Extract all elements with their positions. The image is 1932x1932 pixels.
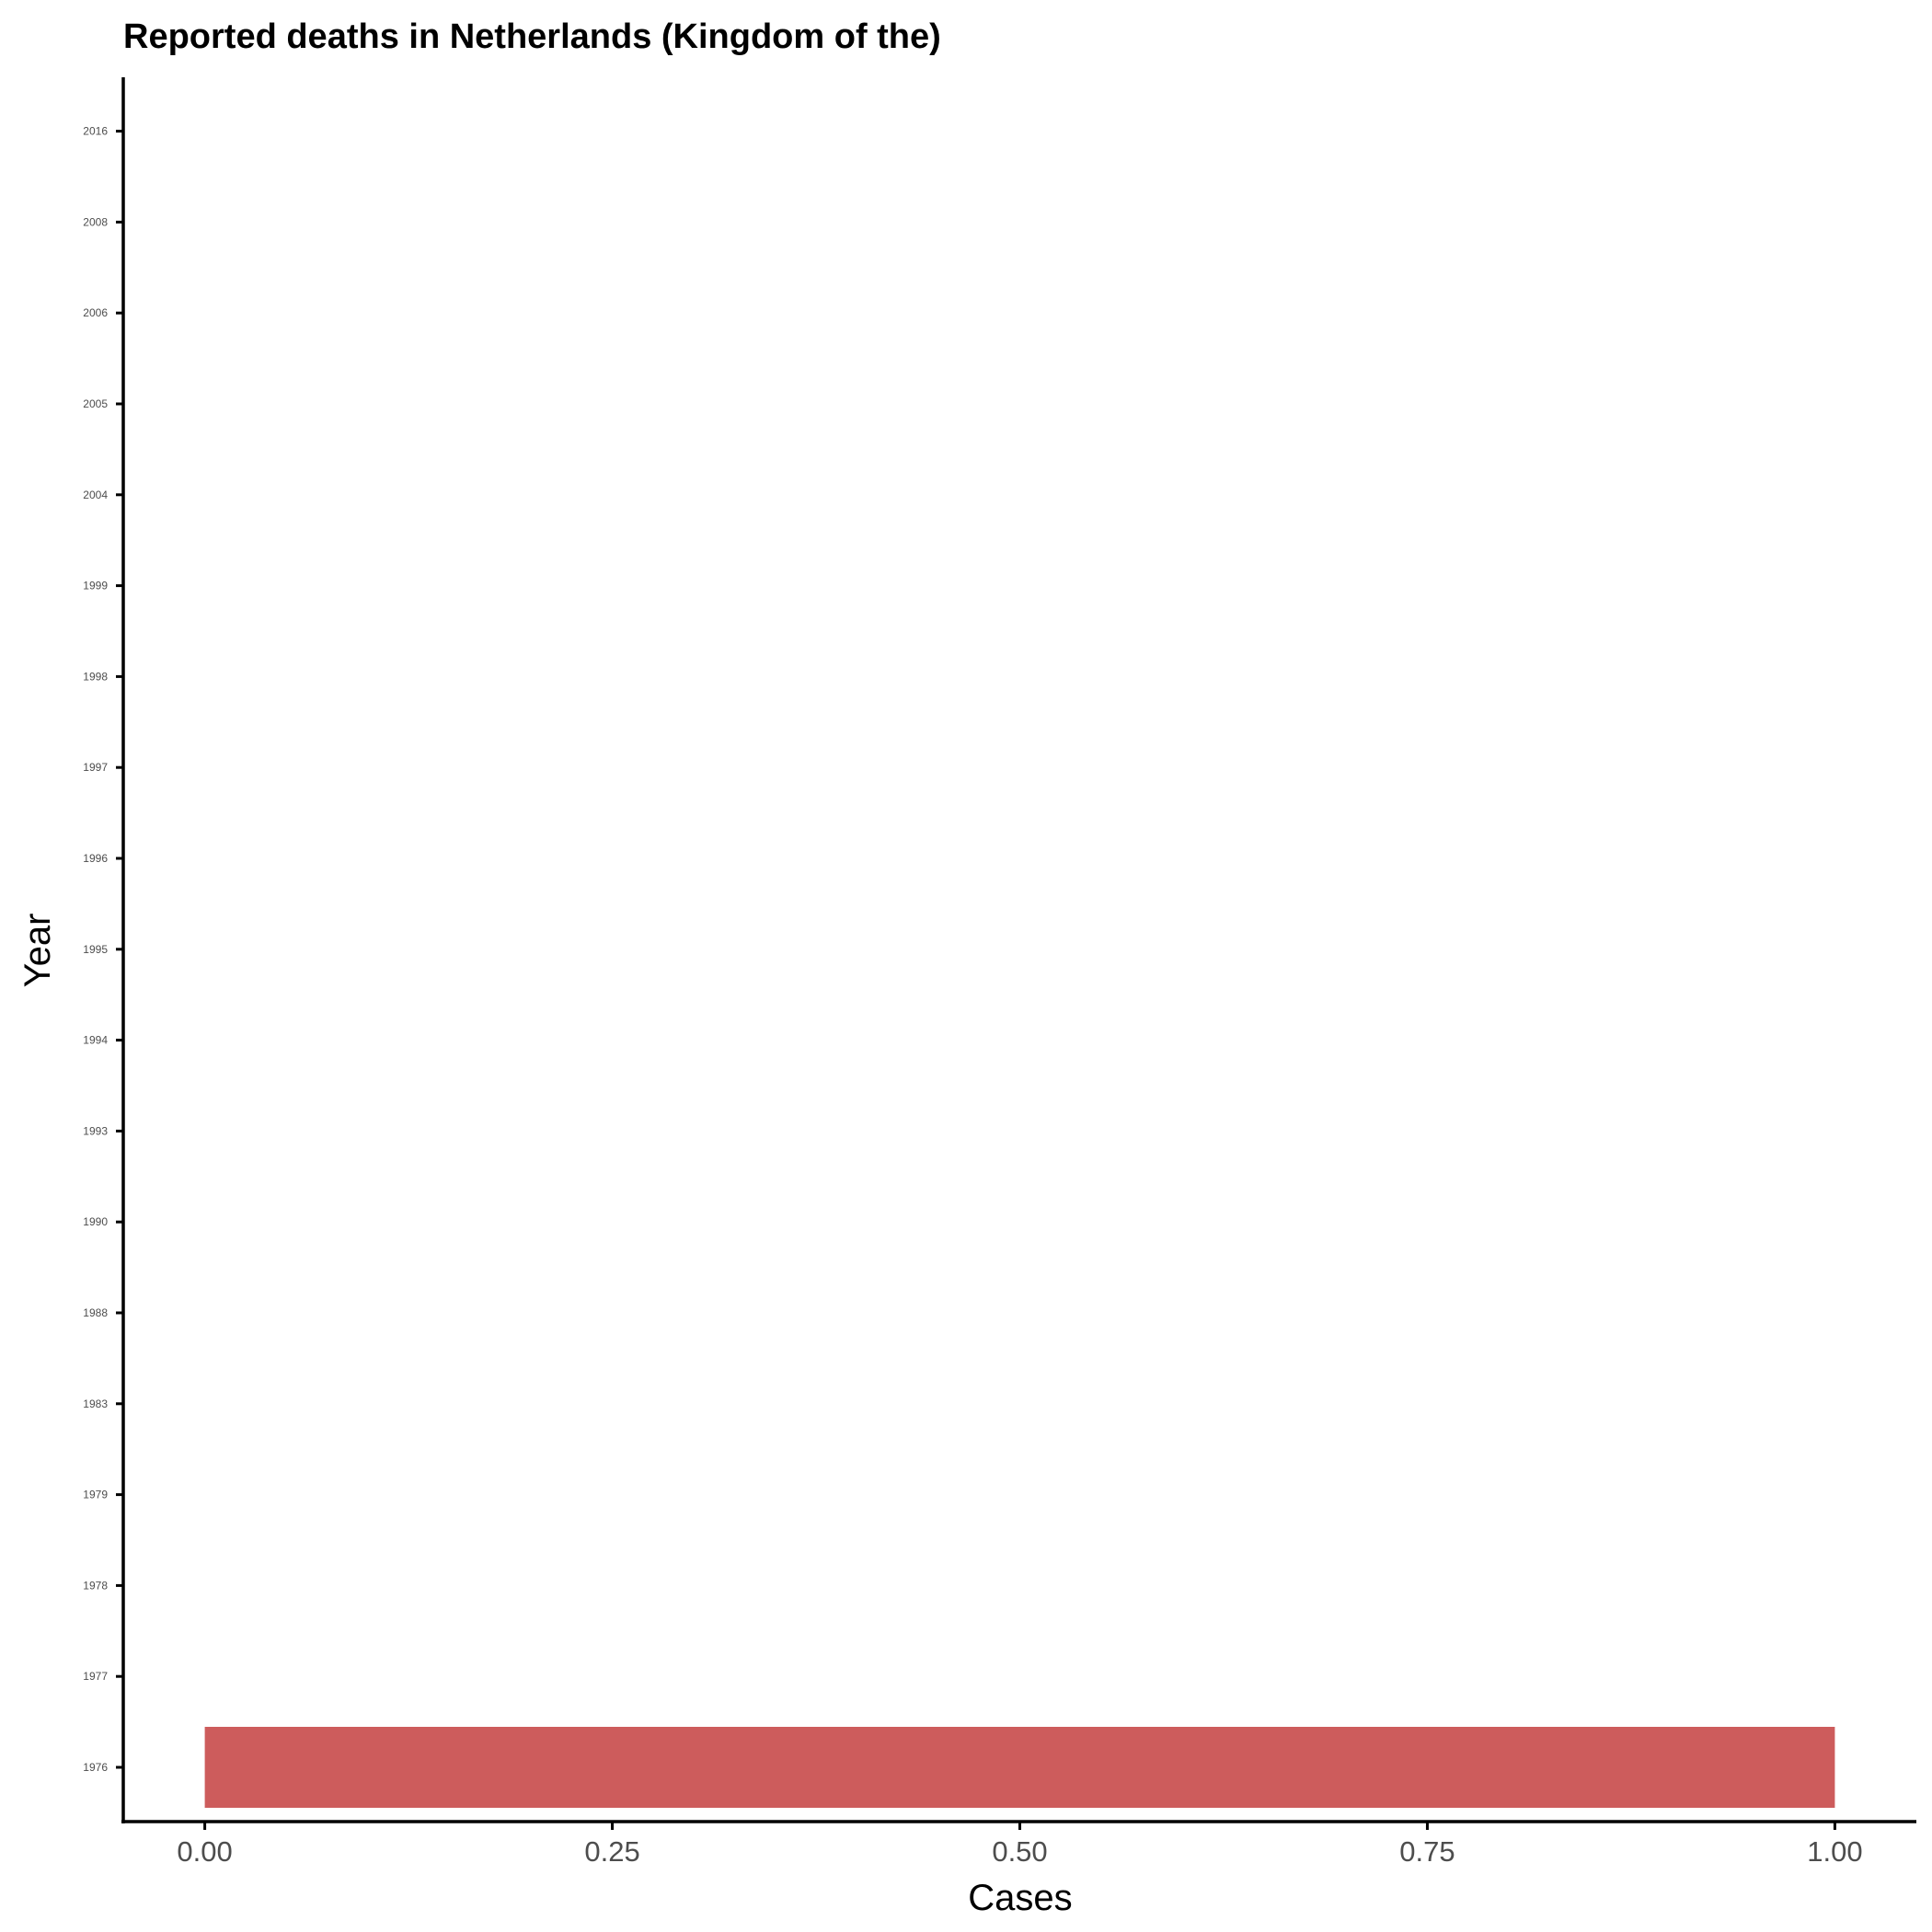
y-axis: 1976 1977 1978 1979 1983 1988 1990 1993 1994 1995… — [83, 77, 125, 1823]
y-tick-label: 1995 — [83, 943, 108, 956]
y-axis-title: Year — [17, 914, 58, 988]
y-tick-label: 2005 — [83, 397, 108, 410]
x-tick-label: 0.00 — [177, 1835, 232, 1868]
y-tick-label: 2004 — [83, 489, 108, 501]
chart-title: Reported deaths in Netherlands (Kingdom … — [123, 17, 941, 56]
y-tick-label: 1997 — [83, 761, 108, 774]
y-tick-label: 1998 — [83, 670, 108, 683]
y-tick-label: 2008 — [83, 215, 108, 228]
bars-layer — [204, 1727, 1835, 1808]
y-tick-label: 1978 — [83, 1579, 108, 1592]
x-tick-label: 1.00 — [1807, 1835, 1862, 1868]
y-tick-label: 1983 — [83, 1397, 108, 1410]
bar — [204, 1727, 1835, 1808]
y-tick-label: 2006 — [83, 306, 108, 319]
x-tick-label: 0.50 — [992, 1835, 1047, 1868]
y-tick-label: 1993 — [83, 1124, 108, 1137]
y-tick-label: 1994 — [83, 1034, 108, 1047]
x-axis: 0.00 0.25 0.50 0.75 1.00 — [121, 1820, 1916, 1868]
y-tick-label: 1976 — [83, 1761, 108, 1774]
x-tick-label: 0.75 — [1399, 1835, 1455, 1868]
y-tick-label: 1990 — [83, 1215, 108, 1228]
y-tick-label: 1996 — [83, 852, 108, 865]
x-axis-title: Cases — [968, 1878, 1072, 1918]
y-tick-label: 1999 — [83, 580, 108, 592]
y-tick-label: 2016 — [83, 125, 108, 138]
y-tick-label: 1988 — [83, 1306, 108, 1319]
x-tick-label: 0.25 — [584, 1835, 639, 1868]
y-tick-label: 1979 — [83, 1489, 108, 1501]
y-tick-label: 1977 — [83, 1670, 108, 1683]
